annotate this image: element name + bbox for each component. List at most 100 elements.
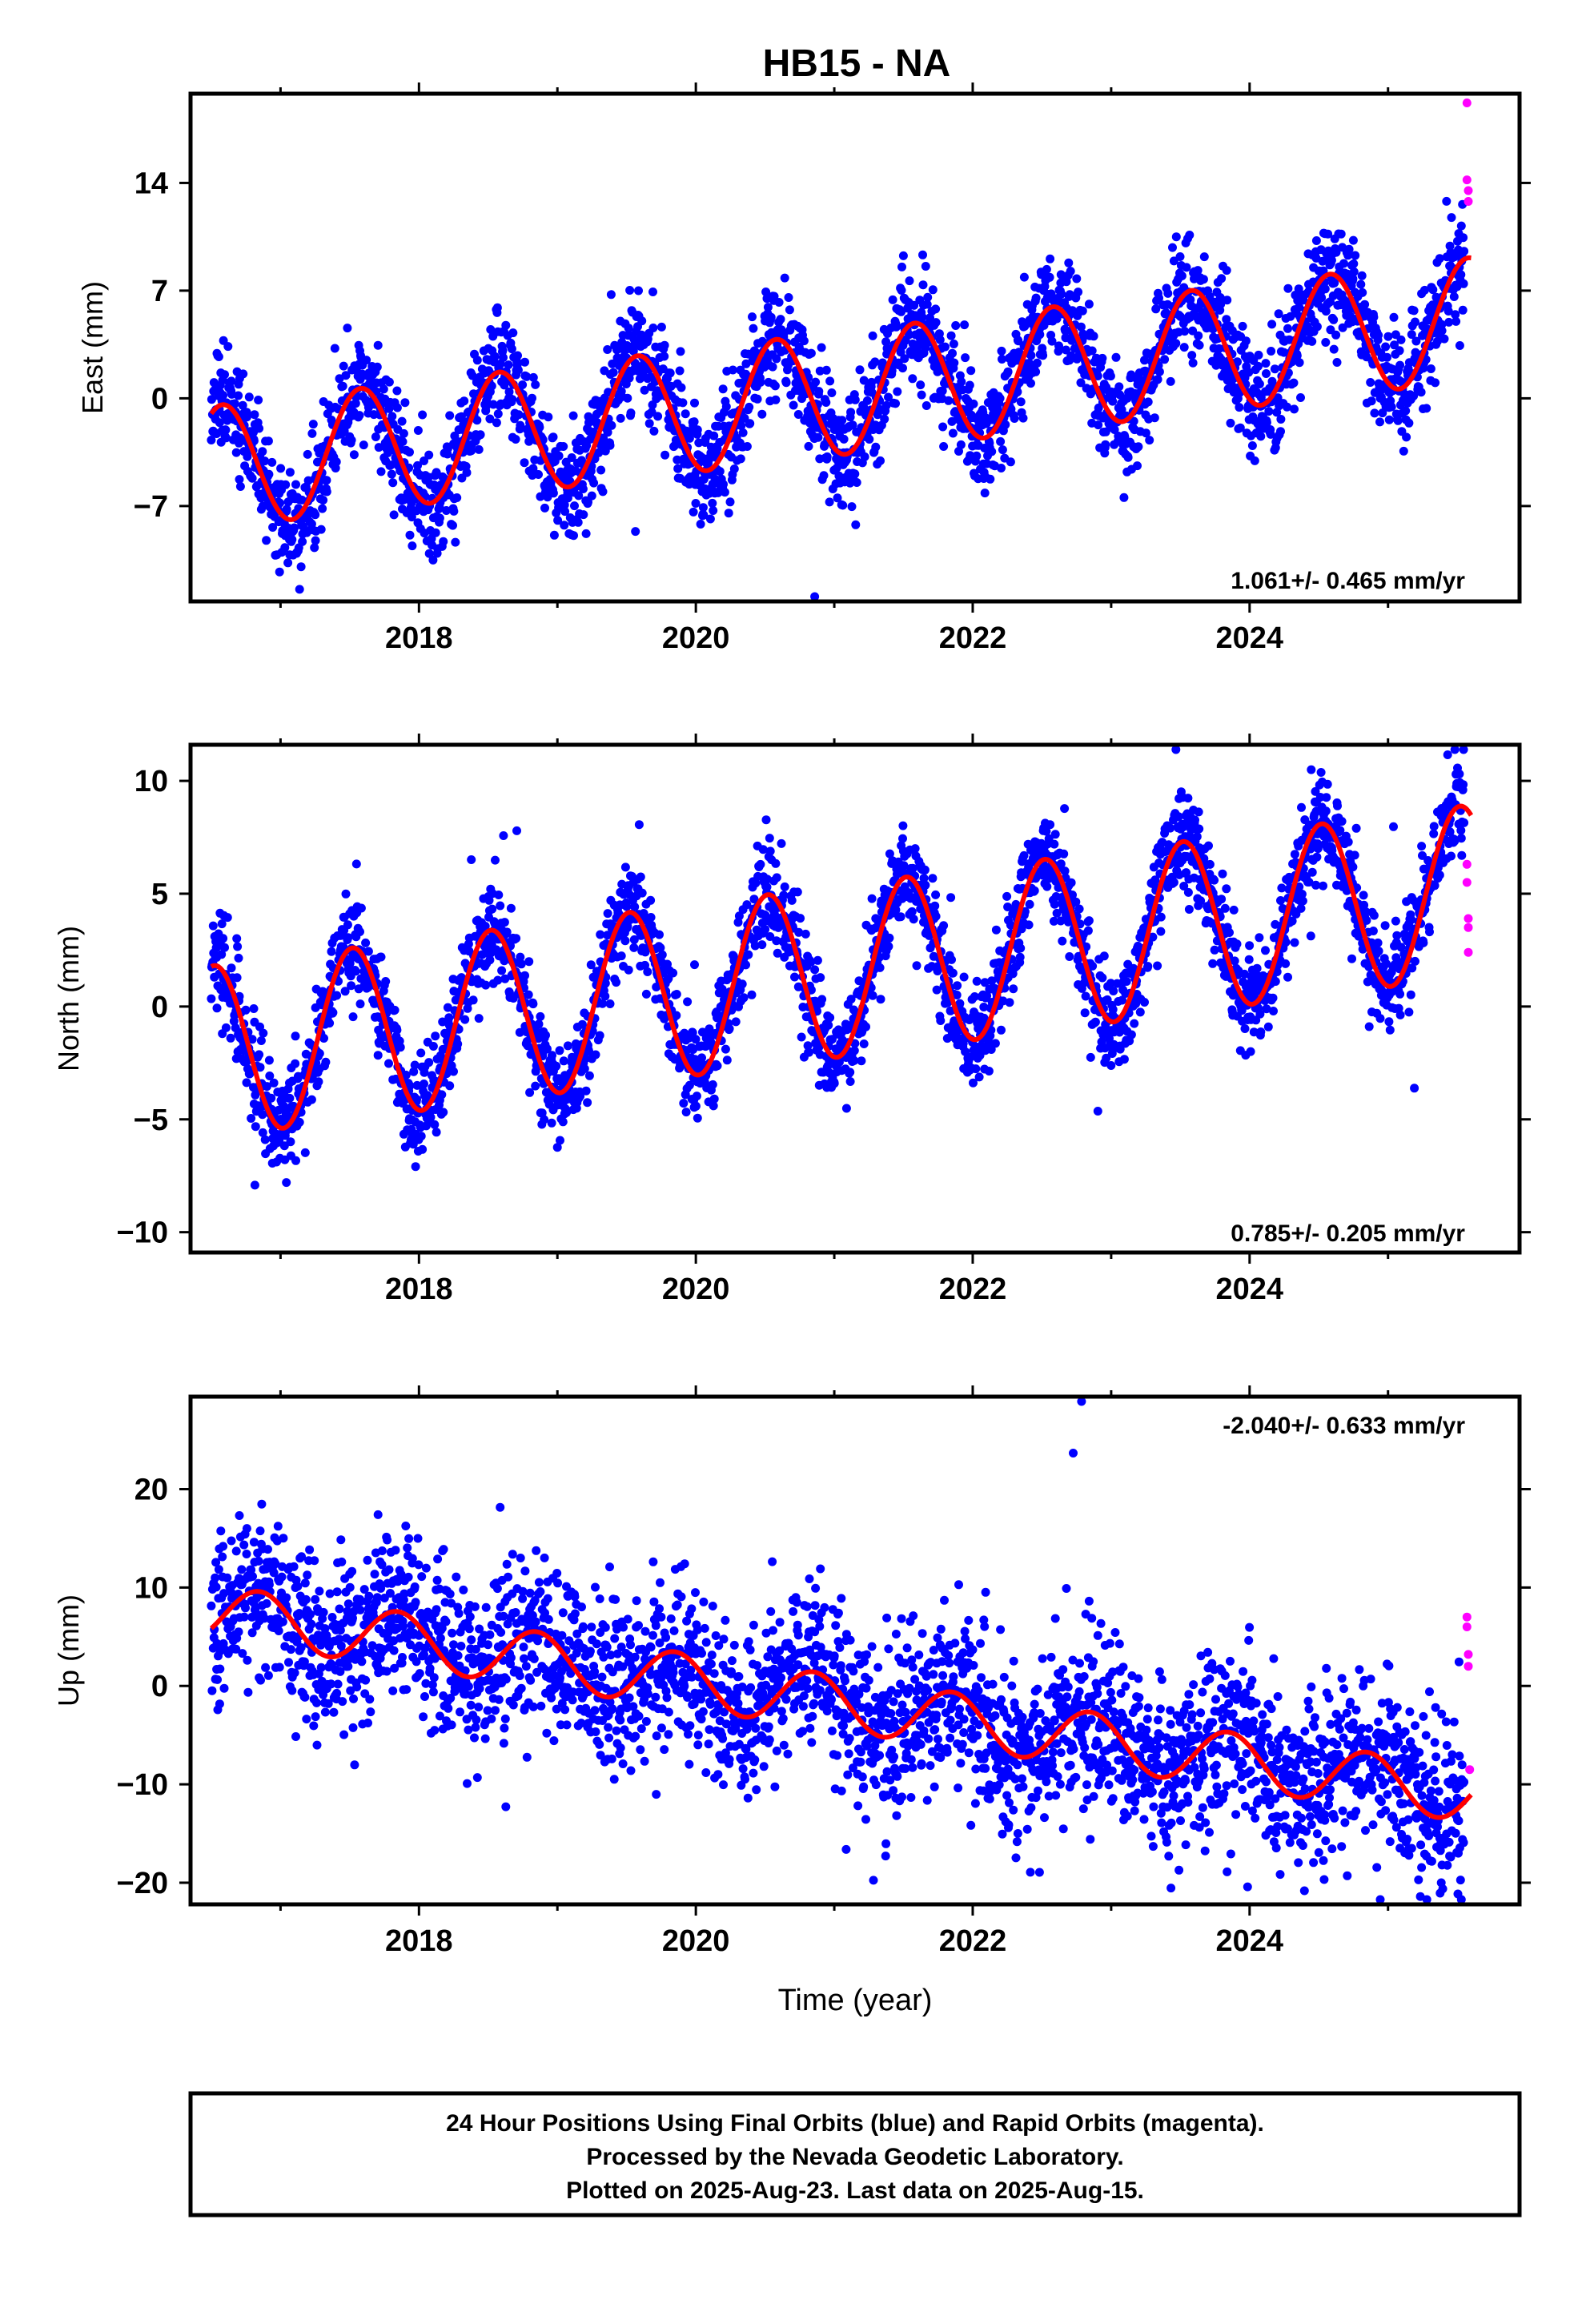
north-final-point	[384, 1059, 393, 1068]
east-final-point	[1374, 331, 1383, 340]
east-final-point	[1401, 406, 1411, 416]
east-final-point	[624, 324, 633, 333]
north-final-point	[713, 1061, 722, 1071]
north-final-point	[428, 1042, 438, 1051]
east-final-point	[868, 331, 877, 340]
north-final-point	[771, 858, 781, 868]
east-final-point	[207, 436, 216, 444]
north-final-point	[641, 989, 651, 999]
east-final-point	[298, 537, 307, 546]
north-final-point	[595, 1031, 604, 1040]
east-rapid-points	[1462, 99, 1473, 206]
north-final-point	[223, 913, 232, 923]
east-final-point	[514, 410, 524, 420]
east-x-tick-label: 2020	[662, 621, 730, 655]
east-final-point	[1459, 233, 1468, 243]
east-final-point	[784, 293, 793, 302]
north-final-point	[1030, 886, 1039, 895]
east-rapid-point	[1462, 175, 1472, 185]
east-final-point	[753, 394, 762, 404]
east-final-point	[389, 510, 399, 520]
east-final-point	[520, 357, 529, 367]
north-final-point	[796, 914, 805, 923]
east-final-point	[1349, 259, 1359, 268]
east-final-point	[513, 365, 523, 375]
north-final-point	[488, 904, 497, 914]
east-final-point	[528, 372, 538, 382]
east-final-point	[891, 399, 900, 408]
north-final-point	[744, 950, 753, 959]
east-final-point	[822, 452, 832, 461]
north-final-point	[325, 1019, 335, 1028]
east-y-axis-label: East (mm)	[76, 281, 109, 414]
east-final-point	[1241, 336, 1251, 346]
north-final-point	[1009, 984, 1018, 994]
east-y-tick-label: 7	[151, 275, 168, 308]
east-final-point	[1358, 287, 1367, 297]
east-final-point	[811, 377, 821, 387]
east-rapid-point	[1464, 197, 1473, 206]
east-final-point	[1133, 461, 1142, 471]
north-final-point	[1002, 891, 1012, 901]
east-final-point	[318, 504, 327, 513]
east-final-point	[405, 448, 414, 457]
east-final-point	[995, 393, 1005, 403]
east-final-point	[322, 476, 331, 485]
north-final-point	[787, 895, 797, 905]
east-final-point	[445, 411, 455, 420]
east-final-point	[634, 286, 643, 296]
east-final-point	[745, 419, 755, 428]
north-final-point	[909, 915, 918, 924]
north-final-point	[321, 1057, 331, 1067]
north-final-point	[536, 1011, 545, 1021]
north-final-point	[328, 1007, 338, 1017]
north-final-point	[259, 1028, 268, 1038]
east-final-point	[814, 387, 824, 396]
north-final-point	[468, 995, 478, 1005]
north-final-point	[616, 951, 626, 961]
east-final-point	[705, 514, 715, 524]
east-final-point	[917, 312, 927, 322]
north-final-point	[249, 1004, 259, 1013]
north-final-point	[845, 1068, 855, 1077]
east-final-point	[1035, 330, 1045, 340]
north-final-point	[512, 934, 521, 943]
east-final-point	[951, 321, 961, 330]
east-final-point	[1381, 342, 1391, 352]
east-final-point	[738, 428, 748, 437]
north-final-point	[931, 890, 941, 899]
north-final-point	[548, 1051, 556, 1060]
east-final-point	[891, 322, 901, 332]
east-y-tick-label: 14	[135, 167, 168, 200]
east-final-point	[781, 378, 791, 388]
east-final-point	[493, 409, 503, 419]
east-final-point	[1057, 289, 1066, 299]
north-final-point	[816, 973, 825, 983]
east-final-point	[804, 441, 813, 451]
east-final-point	[338, 381, 347, 391]
east-final-point	[917, 390, 926, 400]
north-final-point	[793, 887, 802, 897]
east-final-point	[950, 358, 959, 368]
east-final-point	[1145, 436, 1154, 445]
east-final-point	[511, 435, 520, 444]
east-final-point	[235, 475, 244, 485]
east-final-point	[1395, 346, 1404, 356]
east-final-point	[242, 412, 251, 422]
east-final-point	[238, 400, 247, 410]
east-final-point	[1442, 196, 1452, 206]
east-final-point	[1411, 317, 1419, 327]
north-final-point	[584, 1071, 594, 1080]
east-final-point	[725, 497, 735, 507]
north-final-point	[295, 1117, 304, 1127]
east-final-point	[214, 352, 223, 361]
east-final-point	[262, 536, 271, 545]
north-final-point	[516, 959, 526, 969]
east-final-point	[1357, 271, 1367, 280]
north-final-point	[474, 1014, 484, 1023]
east-final-point	[1296, 393, 1305, 402]
north-final-point	[765, 846, 775, 856]
north-final-point	[876, 995, 885, 1004]
east-final-point	[939, 442, 949, 451]
north-final-point	[884, 942, 893, 951]
